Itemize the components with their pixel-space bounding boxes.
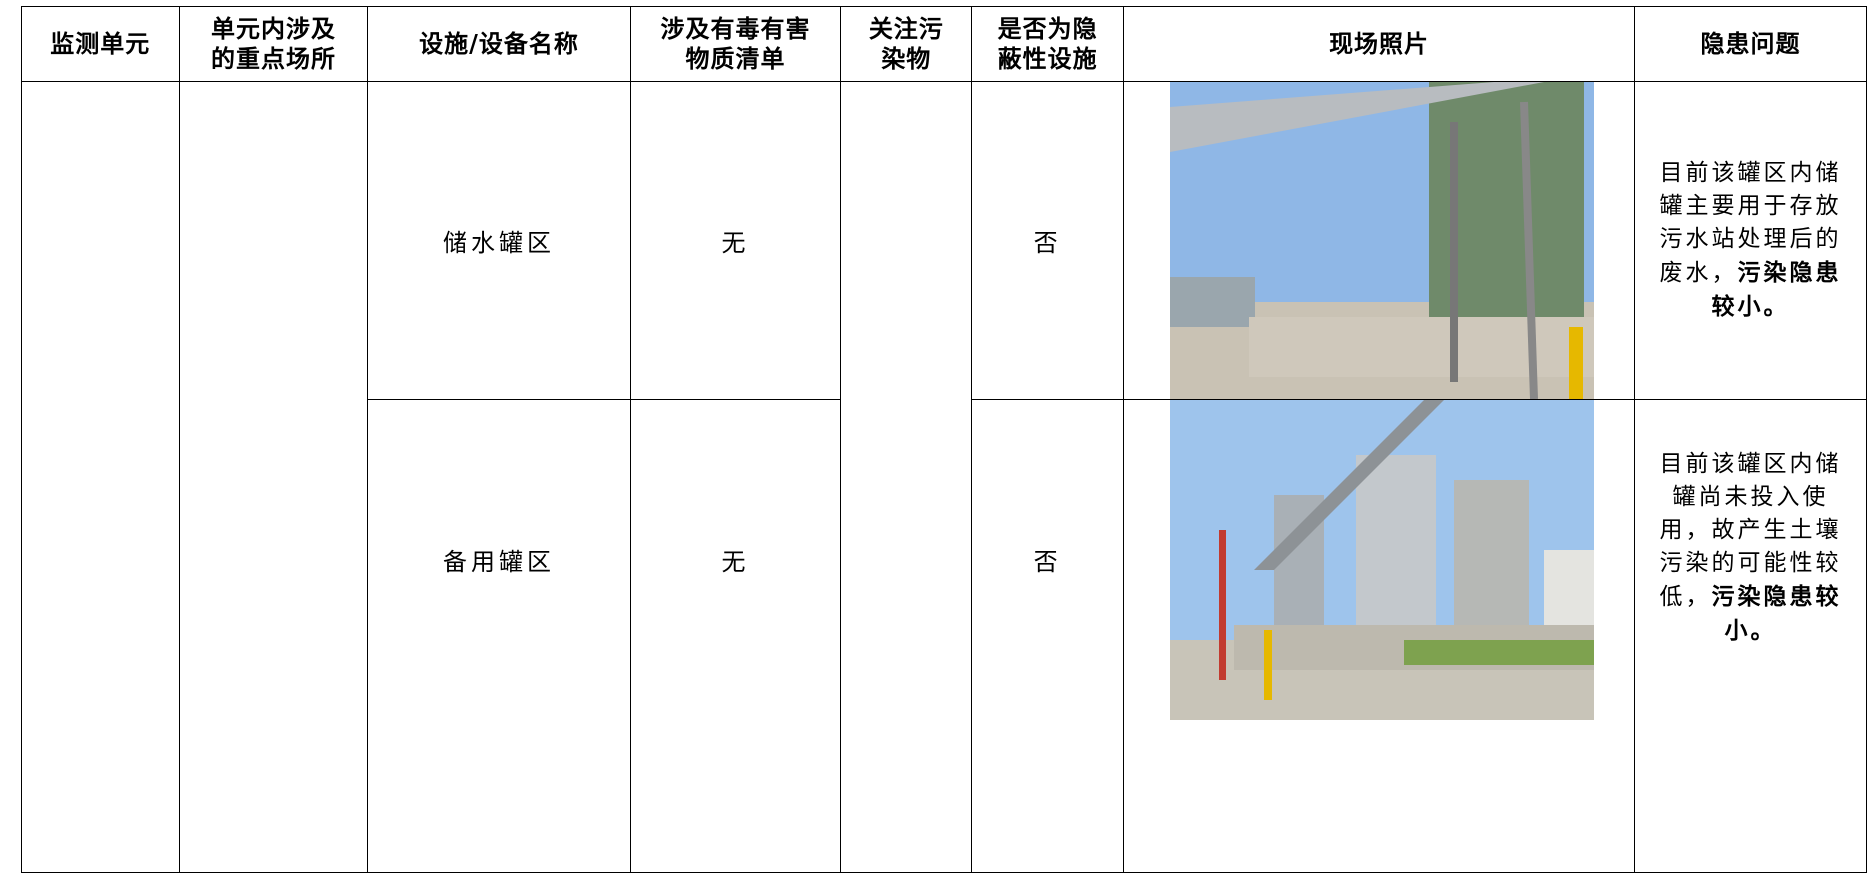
cell — [178, 81, 369, 873]
header-text: 监测单元 — [50, 29, 151, 58]
header-text: 隐患问题 — [1700, 29, 1801, 58]
cell: 无 — [629, 399, 842, 873]
header-cell: 设施/设备名称 — [367, 6, 631, 82]
cell: 否 — [971, 81, 1125, 400]
issue-cell: 目前该罐区内储罐尚未投入使用，故产生土壤污染的可能性较低，污染隐患较小。 — [1634, 399, 1867, 873]
issue-emphasis: 污染隐患较小。 — [1711, 583, 1842, 644]
cell — [21, 81, 180, 873]
header-cell: 是否为隐蔽性设施 — [971, 6, 1125, 82]
cell: 无 — [629, 81, 842, 400]
cell: 备用罐区 — [367, 399, 631, 873]
header-cell: 现场照片 — [1123, 6, 1636, 82]
issue-cell: 目前该罐区内储罐主要用于存放污水站处理后的废水，污染隐患较小。 — [1634, 81, 1867, 400]
header-cell: 关注污染物 — [840, 6, 973, 82]
header-text: 单元内涉及的重点场所 — [210, 14, 336, 73]
page: 监测单元 单元内涉及的重点场所 设施/设备名称 涉及有毒有害物质清单 关注污染物… — [21, 6, 1867, 873]
inspection-table: 监测单元 单元内涉及的重点场所 设施/设备名称 涉及有毒有害物质清单 关注污染物… — [21, 6, 1867, 873]
header-row: 监测单元 单元内涉及的重点场所 设施/设备名称 涉及有毒有害物质清单 关注污染物… — [21, 6, 1867, 82]
header-cell: 涉及有毒有害物质清单 — [629, 6, 842, 82]
photo-cell — [1123, 399, 1636, 873]
cell — [840, 81, 973, 873]
header-text: 设施/设备名称 — [419, 29, 579, 58]
cell: 储水罐区 — [367, 81, 631, 400]
issue-text: 目前该罐区内储罐尚未投入使用，故产生土壤污染的可能性较低， — [1659, 451, 1842, 610]
header-cell: 隐患问题 — [1634, 6, 1867, 82]
issue-text: 目前该罐区内储罐主要用于存放污水站处理后的废水， — [1659, 160, 1842, 286]
header-text: 涉及有毒有害物质清单 — [660, 14, 811, 73]
issue-emphasis: 污染隐患较小。 — [1711, 259, 1842, 320]
header-cell: 单元内涉及的重点场所 — [178, 6, 369, 82]
site-photo — [1170, 82, 1595, 399]
header-text: 关注污染物 — [868, 14, 944, 73]
cell: 否 — [971, 399, 1125, 873]
header-text: 是否为隐蔽性设施 — [997, 14, 1098, 73]
photo-cell — [1123, 81, 1636, 400]
row: 储水罐区 无 否 目前该罐区内储罐主要用于存放污水站处理后的废水，污染隐患较小。 — [21, 81, 1867, 873]
site-photo — [1170, 400, 1595, 720]
header-cell: 监测单元 — [21, 6, 180, 82]
header-text: 现场照片 — [1329, 29, 1430, 58]
